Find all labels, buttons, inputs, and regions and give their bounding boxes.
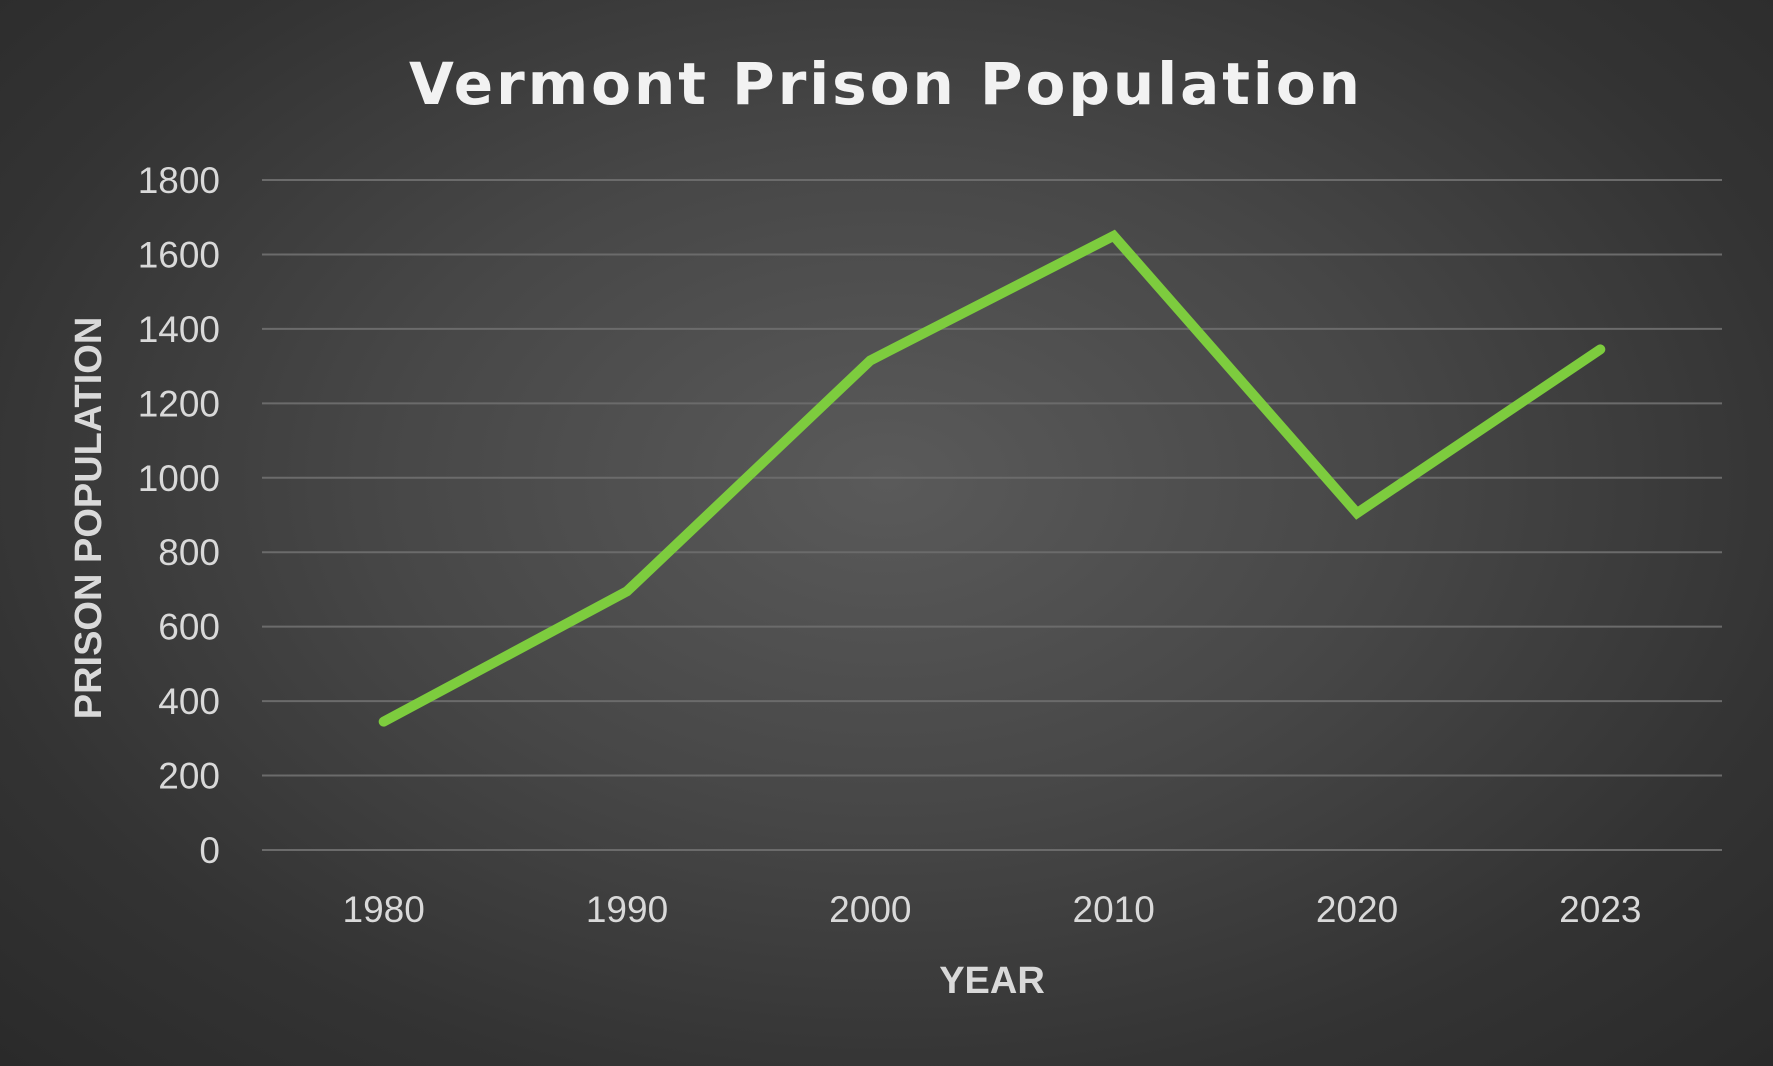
series-line <box>378 229 1606 727</box>
y-tick-label: 1000 <box>138 458 220 499</box>
x-tick-label: 2023 <box>1559 889 1641 930</box>
y-tick-label: 1400 <box>138 309 220 350</box>
y-tick-label: 600 <box>158 607 220 648</box>
x-axis-title: YEAR <box>939 960 1045 1002</box>
x-tick-label: 2000 <box>829 889 911 930</box>
y-axis-title: PRISON POPULATION <box>68 317 110 720</box>
y-tick-label: 1800 <box>138 160 220 201</box>
gridlines <box>262 179 1722 851</box>
y-axis-tick-labels: 0 200 400 600 800 1000 1200 1400 1600 1800 <box>138 160 220 871</box>
x-tick-label: 1980 <box>343 889 425 930</box>
x-axis-tick-labels: 1980 1990 2000 2010 2020 2023 <box>343 889 1642 930</box>
x-tick-label: 2020 <box>1316 889 1398 930</box>
x-tick-label: 1990 <box>586 889 668 930</box>
series-layer <box>378 229 1606 727</box>
y-tick-label: 1200 <box>138 383 220 424</box>
x-tick-label: 2010 <box>1073 889 1155 930</box>
y-tick-label: 200 <box>158 756 220 797</box>
y-tick-label: 0 <box>199 830 220 871</box>
chart-title: Vermont Prison Population <box>409 50 1363 118</box>
y-tick-label: 800 <box>158 532 220 573</box>
y-tick-label: 400 <box>158 681 220 722</box>
y-tick-label: 1600 <box>138 234 220 275</box>
